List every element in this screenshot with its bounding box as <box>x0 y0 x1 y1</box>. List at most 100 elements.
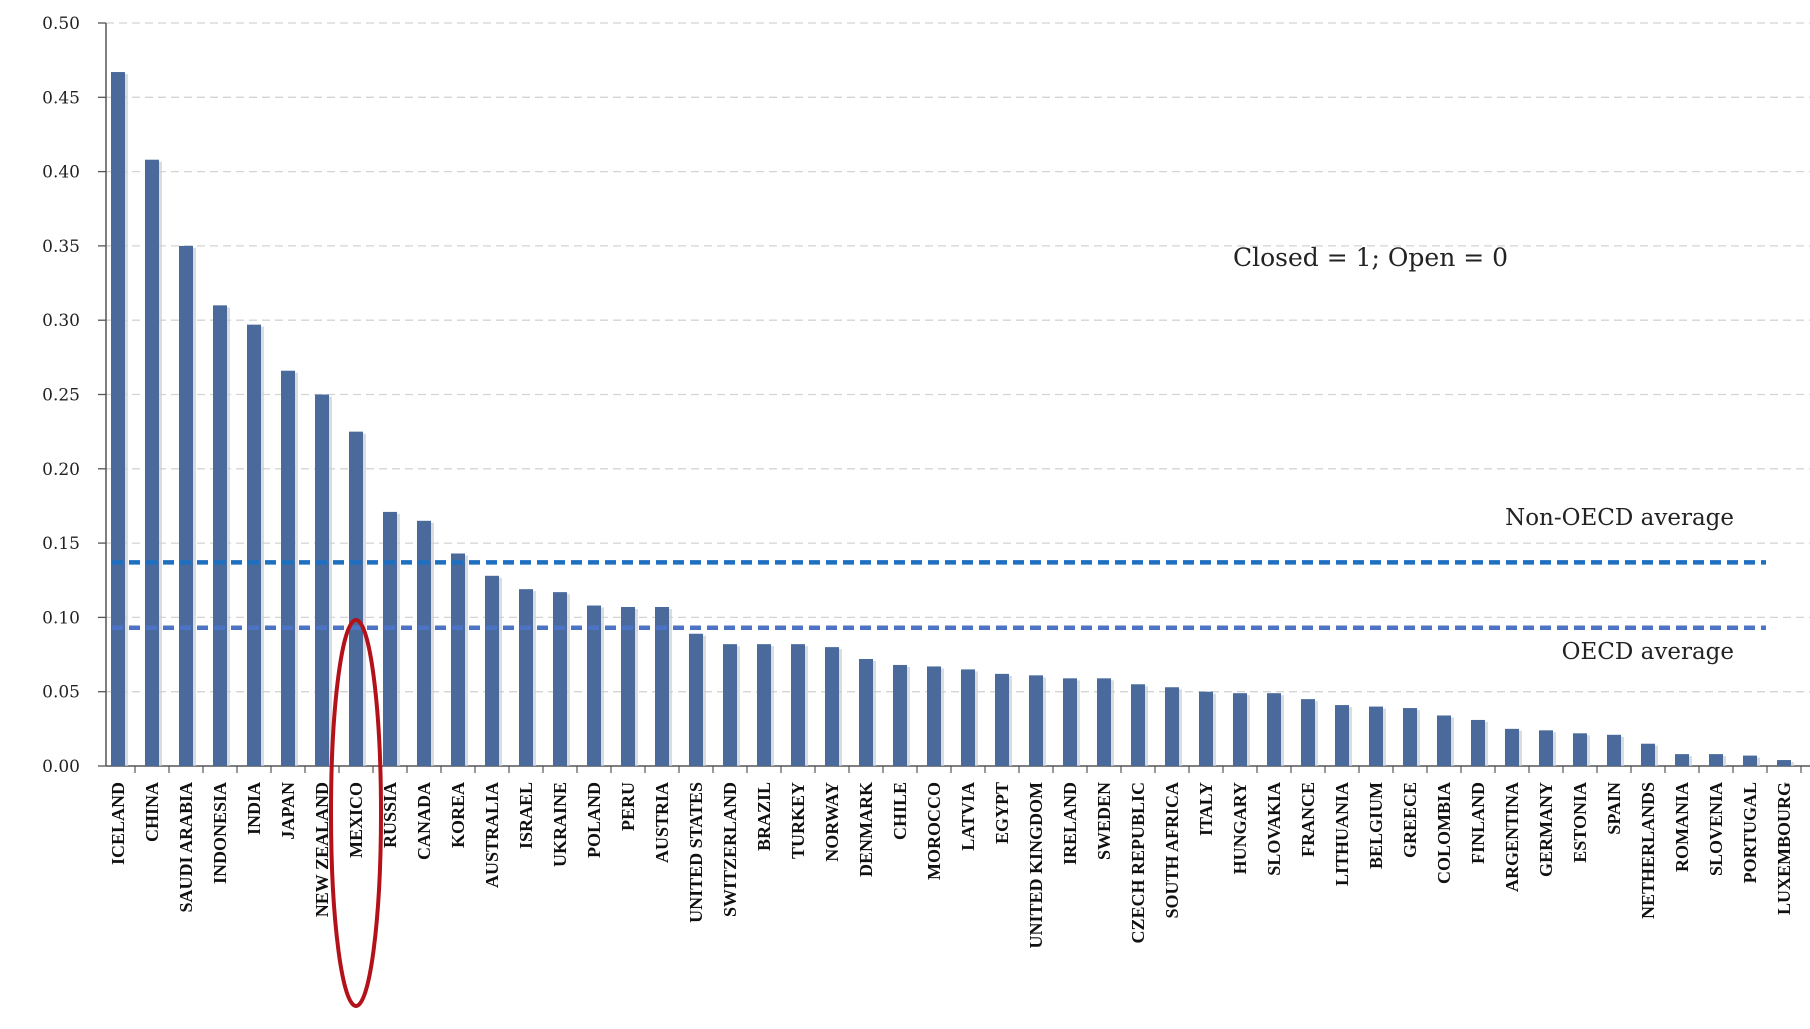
y-tick-label: 0.40 <box>42 163 80 183</box>
bar-united-kingdom <box>1029 675 1043 766</box>
bar-new-zealand <box>315 394 329 766</box>
bar-china <box>145 159 159 766</box>
bar-peru <box>621 606 635 766</box>
bar-brazil <box>757 644 771 766</box>
category-label: ARGENTINA <box>1502 782 1522 892</box>
bar-argentina <box>1505 728 1519 766</box>
category-label: NETHERLANDS <box>1638 782 1658 919</box>
bars <box>111 72 1794 766</box>
category-labels: ICELAND CHINA SAUDI ARABIA INDONESIA INDIA JA… <box>108 782 1794 949</box>
category-label: AUSTRIA <box>652 782 672 863</box>
category-label: BELGIUM <box>1366 782 1386 869</box>
bar-slovenia <box>1709 754 1723 766</box>
bar-spain <box>1607 734 1621 766</box>
encoding-note: Closed = 1; Open = 0 <box>1233 243 1508 272</box>
bar-luxembourg <box>1777 760 1791 766</box>
category-label: BRAZIL <box>754 782 774 851</box>
category-label: CHILE <box>890 782 910 840</box>
gridlines <box>106 22 1810 693</box>
category-label: INDONESIA <box>210 782 230 884</box>
category-label: SWEDEN <box>1094 782 1114 860</box>
category-label: GREECE <box>1400 782 1420 858</box>
bar-latvia <box>961 669 975 766</box>
bar-norway <box>825 647 839 766</box>
y-tick-label: 0.30 <box>42 311 80 331</box>
category-label: TURKEY <box>788 782 808 859</box>
category-label: CHINA <box>142 782 162 842</box>
y-tick-label: 0.35 <box>42 237 80 257</box>
bar-lithuania <box>1335 705 1349 766</box>
bar-egypt <box>995 673 1009 766</box>
bar-korea <box>451 553 465 766</box>
category-label: CZECH REPUBLIC <box>1128 782 1148 944</box>
category-label: EGYPT <box>992 782 1012 844</box>
category-label: PORTUGAL <box>1740 782 1760 883</box>
bar-portugal <box>1743 755 1757 766</box>
category-label: SLOVAKIA <box>1264 782 1284 876</box>
bar-denmark <box>859 659 873 766</box>
category-label: SLOVENIA <box>1706 782 1726 876</box>
bar-netherlands <box>1641 743 1655 766</box>
bar-ukraine <box>553 592 567 766</box>
category-label: UNITED STATES <box>686 782 706 923</box>
y-tick-label: 0.05 <box>42 683 80 703</box>
category-label: AUSTRALIA <box>482 782 502 888</box>
bar-japan <box>281 370 295 766</box>
bar-india <box>247 324 261 766</box>
y-tick-label: 0.45 <box>42 88 80 108</box>
bar-mexico <box>349 431 363 766</box>
bar-turkey <box>791 644 805 766</box>
bar-slovakia <box>1267 693 1281 766</box>
category-label: POLAND <box>584 782 604 858</box>
bar-austria <box>655 606 669 766</box>
category-label: SWITZERLAND <box>720 782 740 917</box>
category-label: UNITED KINGDOM <box>1026 782 1046 949</box>
category-label: SPAIN <box>1604 782 1624 835</box>
bar-russia <box>383 511 397 766</box>
reference-lines <box>112 560 1766 631</box>
bar-united-states <box>689 633 703 766</box>
y-tick-label: 0.15 <box>42 534 80 554</box>
bar-france <box>1301 699 1315 766</box>
bar-ireland <box>1063 678 1077 766</box>
bar-poland <box>587 605 601 766</box>
bar-finland <box>1471 719 1485 766</box>
y-tick-label: 0.25 <box>42 386 80 406</box>
bar-sweden <box>1097 678 1111 766</box>
category-label: NORWAY <box>822 782 842 862</box>
bar-chile <box>893 664 907 766</box>
bar-germany <box>1539 730 1553 766</box>
bar-australia <box>485 575 499 766</box>
category-label: MOROCCO <box>924 782 944 880</box>
category-label: ESTONIA <box>1570 782 1590 863</box>
bar-iceland <box>111 72 125 766</box>
category-label: IRELAND <box>1060 782 1080 865</box>
category-label: UKRAINE <box>550 782 570 867</box>
y-tick-label: 0.20 <box>42 460 80 480</box>
bar-estonia <box>1573 733 1587 766</box>
bar-canada <box>417 520 431 766</box>
category-label: JAPAN <box>278 782 298 840</box>
category-label: PERU <box>618 782 638 831</box>
non-oecd-average-label: Non-OECD average <box>1505 505 1734 531</box>
y-tick-label: 0.50 <box>42 14 80 34</box>
category-label: SOUTH AFRICA <box>1162 782 1182 919</box>
category-label: FRANCE <box>1298 782 1318 857</box>
category-label: RUSSIA <box>380 782 400 848</box>
category-label: ISRAEL <box>516 782 536 849</box>
bar-indonesia <box>213 305 227 766</box>
bar-israel <box>519 589 533 766</box>
bar-czech-republic <box>1131 684 1145 766</box>
category-label: MEXICO <box>346 782 366 858</box>
bar-hungary <box>1233 693 1247 766</box>
category-label: INDIA <box>244 782 264 835</box>
category-label: CANADA <box>414 782 434 860</box>
bar-colombia <box>1437 715 1451 766</box>
category-label: HUNGARY <box>1230 782 1250 874</box>
category-label: DENMARK <box>856 782 876 877</box>
category-label: KOREA <box>448 782 468 848</box>
category-label: NEW ZEALAND <box>312 782 332 917</box>
mexico-highlight-ellipse <box>329 618 383 1008</box>
y-tick-label: 0.10 <box>42 608 80 628</box>
